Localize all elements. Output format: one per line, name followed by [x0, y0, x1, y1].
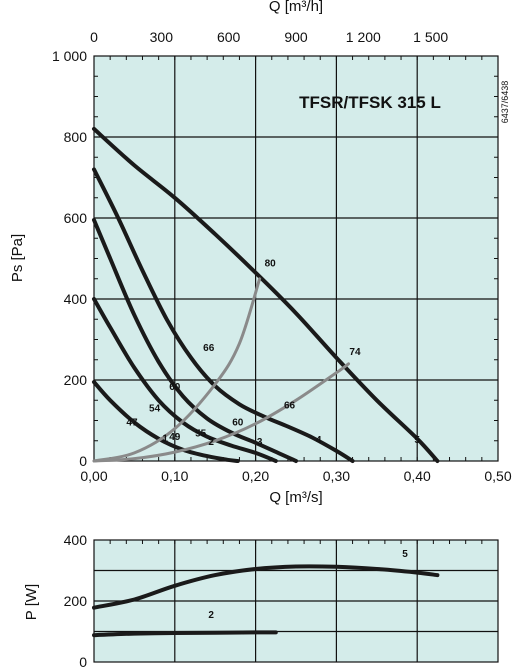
fan-curve-5	[92, 126, 440, 463]
power-y-axis-title: P [W]	[23, 584, 40, 620]
curve-label: 1	[162, 434, 168, 445]
power-y-tick-label: 400	[64, 532, 88, 548]
curve-label: 49	[169, 432, 181, 443]
power-annotations: 52	[208, 549, 408, 621]
drawing-code: 6437/6438	[500, 81, 510, 124]
x-tick-label: 0,00	[80, 468, 107, 484]
top-axis-title: Q [m³/h]	[269, 0, 323, 15]
curve-label: 2	[208, 437, 214, 448]
fan-curve-1	[92, 380, 240, 463]
y-tick-labels: 0 200 400 600 800 1 000	[52, 48, 87, 469]
top-tick-labels: 0 300 600 900 1 200 1 500	[90, 29, 448, 45]
top-tick-label: 1 500	[413, 29, 448, 45]
system-curve-80	[92, 277, 262, 463]
power-y-tick-labels: 0 200 400	[64, 532, 88, 670]
x-tick-label: 0,20	[242, 468, 269, 484]
system-curves	[92, 277, 350, 463]
top-tick-label: 1 200	[346, 29, 381, 45]
pressure-plot-area	[93, 55, 499, 462]
curve-label: 47	[126, 417, 138, 428]
y-tick-label: 600	[64, 210, 88, 226]
curve-label: 74	[349, 347, 361, 358]
curve-label: 66	[203, 343, 215, 354]
power-y-tick-label: 200	[64, 593, 88, 609]
curve-label: 60	[169, 382, 181, 393]
y-tick-label: 800	[64, 129, 88, 145]
power-curve-label: 5	[402, 549, 408, 560]
x-axis-title: Q [m³/s]	[269, 489, 322, 506]
curve-annotations: 80 74 66 60 54 47 60 66 55 1 49 2 3 4 5	[126, 259, 420, 448]
chart-title: TFSR/TFSK 315 L	[299, 93, 441, 112]
power-curve-label: 2	[208, 610, 214, 621]
x-tick-label: 0,40	[404, 468, 431, 484]
pressure-grid	[94, 56, 498, 461]
curve-label: 5	[414, 435, 420, 446]
y-tick-label: 0	[79, 453, 87, 469]
curve-label: 60	[232, 417, 244, 428]
x-tick-label: 0,30	[323, 468, 350, 484]
curve-label: 4	[316, 435, 322, 446]
top-tick-label: 600	[217, 29, 241, 45]
y-tick-label: 1 000	[52, 48, 87, 64]
x-tick-labels: 0,00 0,10 0,20 0,30 0,40 0,50	[80, 468, 511, 484]
top-tick-label: 900	[284, 29, 308, 45]
y-tick-label: 400	[64, 291, 88, 307]
top-tick-label: 0	[90, 29, 98, 45]
fan-curves	[92, 126, 440, 463]
top-tick-label: 300	[150, 29, 174, 45]
x-tick-label: 0,10	[161, 468, 188, 484]
power-curves	[92, 564, 440, 638]
curve-label: 54	[149, 404, 161, 415]
power-minor-ticks	[109, 540, 483, 544]
curve-label: 80	[265, 259, 277, 270]
curve-label: 3	[257, 437, 263, 448]
x-tick-label: 0,50	[484, 468, 511, 484]
y-tick-label: 200	[64, 372, 88, 388]
power-curve-2	[92, 630, 278, 638]
power-curve-5	[92, 564, 440, 610]
fan-curve-4	[92, 167, 355, 463]
power-y-tick-label: 0	[79, 654, 87, 670]
curve-label: 66	[284, 400, 296, 411]
y-axis-title: Ps [Pa]	[9, 234, 26, 282]
curve-label: 55	[195, 429, 207, 440]
system-curve-74	[92, 362, 350, 463]
